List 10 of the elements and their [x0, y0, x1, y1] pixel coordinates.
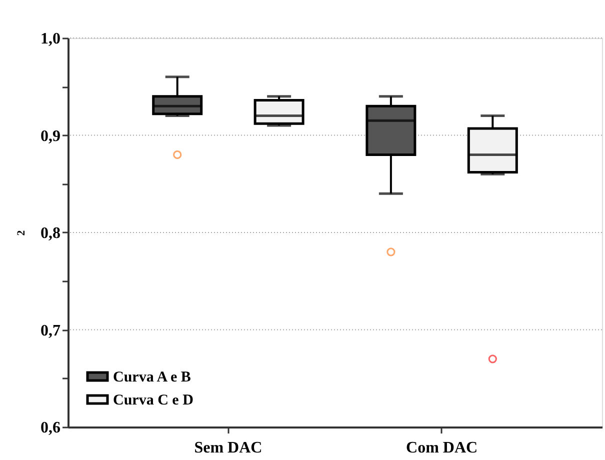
y-tick-label: 0,7: [40, 322, 60, 340]
y-axis-title: 2: [16, 230, 28, 236]
y-tick-label: 0,6: [40, 420, 60, 436]
y-tick-label: 1,0: [40, 30, 60, 48]
y-tick-label: 0,8: [40, 225, 60, 242]
legend-label: Curva A e B: [113, 370, 191, 386]
legend-label: Curva C e D: [113, 392, 194, 408]
x-tick-label: Com DAC: [406, 440, 478, 456]
y-tick-label: 0,9: [40, 128, 60, 145]
x-tick-label: Sem DAC: [194, 440, 262, 456]
